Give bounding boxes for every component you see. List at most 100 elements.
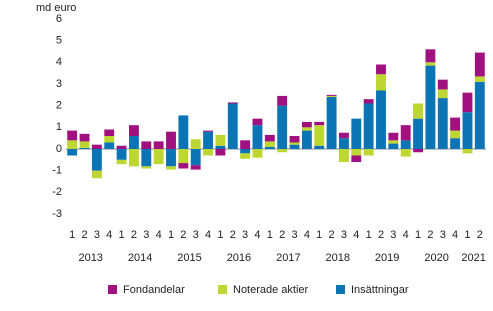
bar-segment (190, 139, 201, 149)
bar-segment (104, 129, 115, 136)
bar-segment (203, 131, 213, 149)
bar-segment (129, 136, 139, 149)
x-tick-label: 1 (366, 229, 372, 241)
year-label: 2019 (375, 252, 399, 264)
year-label: 2020 (424, 252, 448, 264)
x-tick-label: 1 (69, 229, 75, 241)
x-tick-label: 1 (267, 229, 273, 241)
y-tick-label: 5 (56, 35, 62, 47)
bar-segment (474, 81, 485, 149)
bar-segment (240, 149, 251, 154)
bar-segment (227, 103, 238, 149)
bar-segment (129, 125, 139, 136)
bar-segment (326, 95, 337, 97)
bar-segment (363, 149, 374, 156)
x-tick-label: 2 (131, 229, 137, 241)
bar-segment (289, 142, 300, 145)
bar-segment (376, 74, 386, 91)
bar-segment (116, 159, 127, 165)
legend-label: Insättningar (351, 284, 409, 296)
bar-segment (203, 130, 213, 132)
y-tick-label: -1 (52, 165, 62, 177)
bar-segment (413, 118, 423, 149)
bar-segment (474, 52, 485, 77)
bar-segment (240, 140, 251, 149)
x-tick-label: 1 (168, 229, 174, 241)
bar-segment (91, 149, 102, 171)
x-tick-label: 4 (353, 229, 359, 241)
x-tick-label: 2 (378, 229, 384, 241)
year-label: 2016 (227, 252, 251, 264)
x-tick-label: 2 (230, 229, 236, 241)
bar-segment (437, 89, 448, 99)
bar-segment (277, 95, 288, 106)
bar-segment (413, 103, 423, 119)
bar-segment (339, 132, 349, 139)
bar-segment (141, 166, 152, 169)
bar-segment (153, 141, 164, 149)
bar-segment (351, 118, 362, 149)
bar-segment (363, 99, 374, 104)
bar-segment (450, 138, 461, 149)
bar-segment (462, 149, 473, 154)
x-tick-label: 1 (415, 229, 421, 241)
bar-segment (450, 130, 461, 139)
x-tick-label: 2 (329, 229, 335, 241)
bar-segment (474, 76, 485, 82)
legend-swatch (218, 285, 227, 294)
x-tick-label: 3 (242, 229, 248, 241)
bar-segment (91, 170, 102, 179)
bar-segment (289, 136, 300, 143)
bar-segment (227, 102, 238, 104)
bar-segment (67, 149, 78, 156)
bar-segment (215, 145, 226, 149)
y-tick-label: 6 (56, 13, 62, 25)
bar-segment (437, 79, 448, 90)
y-tick-label: 4 (56, 56, 62, 68)
x-tick-label: 1 (119, 229, 125, 241)
bar-segment (301, 127, 312, 131)
x-tick-label: 2 (477, 229, 483, 241)
bar-segment (79, 133, 90, 142)
year-label: 2014 (128, 252, 152, 264)
x-tick-label: 2 (81, 229, 87, 241)
bar-segment (339, 149, 349, 162)
bar-segment (314, 125, 325, 146)
bar-segment (339, 138, 349, 149)
y-tick-label: -2 (52, 186, 62, 198)
legend-swatch (336, 285, 345, 294)
bar-segment (301, 121, 312, 128)
x-tick-label: 3 (390, 229, 396, 241)
bar-segment (400, 149, 411, 157)
bar-segment (190, 149, 201, 166)
bar-segment (166, 131, 176, 149)
bar-segment (79, 147, 90, 149)
legend-label: Noterade aktier (233, 284, 309, 296)
bar-segment (326, 94, 337, 96)
bar-segment (116, 149, 127, 160)
bar-segment (166, 166, 176, 170)
legend-label: Fondandelar (123, 284, 185, 296)
bar-segment (203, 149, 213, 156)
bar-segment (462, 92, 473, 113)
x-tick-label: 4 (205, 229, 211, 241)
bar-segment (153, 149, 164, 165)
x-tick-label: 1 (464, 229, 470, 241)
bar-segment (264, 141, 275, 147)
bar-segment (388, 140, 399, 144)
bar-segment (450, 117, 461, 131)
bar-segment (252, 125, 263, 149)
bar-segment (178, 149, 189, 164)
bar-segment (425, 65, 436, 149)
x-tick-label: 2 (180, 229, 186, 241)
y-tick-label: 3 (56, 78, 62, 90)
bar-segment (141, 141, 152, 149)
x-tick-label: 2 (279, 229, 285, 241)
bar-segment (400, 125, 411, 141)
legend-swatch (108, 285, 117, 294)
bar-segment (413, 149, 423, 153)
bar-segment (351, 155, 362, 162)
x-tick-label: 3 (440, 229, 446, 241)
year-label: 2018 (326, 252, 350, 264)
bar-segment (116, 145, 127, 149)
